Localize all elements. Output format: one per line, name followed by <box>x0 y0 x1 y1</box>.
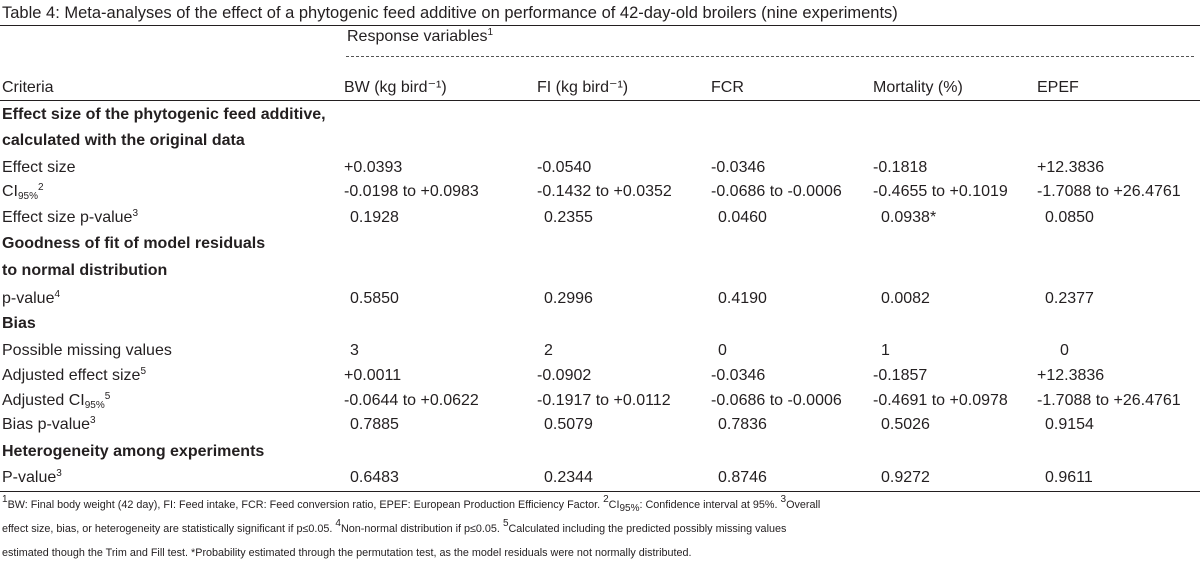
cell-epef: 0.9611 <box>1045 469 1093 486</box>
cell-fi: 0.2344 <box>544 469 593 486</box>
cell-mortality: 1 <box>881 342 890 359</box>
cell-fi: -0.0540 <box>537 159 592 176</box>
col-fi: FI (kg bird⁻¹) <box>537 79 629 96</box>
cell-bw: 0.7885 <box>350 416 399 433</box>
cell-fcr: 0.8746 <box>718 469 767 486</box>
cell-epef: 0.2377 <box>1045 290 1094 307</box>
footnote-line: effect size, bias, or heterogeneity are … <box>2 518 787 536</box>
section-label: calculated with the original data <box>2 132 245 149</box>
cell-fcr: 0.0460 <box>718 209 767 226</box>
table-row: Adjusted effect size5 +0.0011 -0.0902 -0… <box>0 365 1200 387</box>
table-row: Possible missing values 3 2 0 1 0 <box>0 340 1200 362</box>
section-goodness-of-fit: Goodness of fit of model residuals <box>0 233 1200 255</box>
cell-fcr: 0 <box>718 342 727 359</box>
section-label: Bias <box>2 315 36 332</box>
col-mortality: Mortality (%) <box>873 79 963 96</box>
table-row: P-value3 0.6483 0.2344 0.8746 0.9272 0.9… <box>0 467 1200 489</box>
cell-mortality: 0.5026 <box>881 416 930 433</box>
cell-mortality: -0.1818 <box>873 159 928 176</box>
cell-fi: -0.1432 to +0.0352 <box>537 183 672 200</box>
cell-fi: 2 <box>544 342 553 359</box>
section-goodness-of-fit-cont: to normal distribution <box>0 260 1200 282</box>
cell-bw: +0.0011 <box>344 367 402 384</box>
cell-mortality: -0.4691 to +0.0978 <box>873 392 1008 409</box>
row-label: Effect size <box>2 159 76 176</box>
section-effect-size: Effect size of the phytogenic feed addit… <box>0 104 1200 126</box>
cell-bw: 0.6483 <box>350 469 399 486</box>
col-epef: EPEF <box>1037 79 1079 96</box>
cell-fcr: 0.7836 <box>718 416 767 433</box>
cell-epef: +12.3836 <box>1037 367 1105 384</box>
cell-fi: -0.1917 to +0.0112 <box>537 392 671 409</box>
response-variables-heading: Response variables1 <box>347 27 494 46</box>
cell-fi: -0.0902 <box>537 367 592 384</box>
row-label: Possible missing values <box>2 342 172 359</box>
bottom-rule <box>0 491 1200 492</box>
header-rule <box>0 100 1200 101</box>
row-label: P-value3 <box>2 468 62 487</box>
cell-epef: 0.9154 <box>1045 416 1094 433</box>
row-label: Effect size p-value3 <box>2 208 138 227</box>
section-label: Heterogeneity among experiments <box>2 443 265 460</box>
cell-fcr: -0.0686 to -0.0006 <box>711 183 842 200</box>
table-footnotes: 1BW: Final body weight (42 day), FI: Fee… <box>2 493 1198 565</box>
cell-fcr: -0.0346 <box>711 159 766 176</box>
cell-bw: +0.0393 <box>344 159 403 176</box>
header-dashed-divider <box>346 56 1194 57</box>
table-title: Table 4: Meta-analyses of the effect of … <box>2 4 898 22</box>
row-label: Bias p-value3 <box>2 415 96 434</box>
cell-fcr: 0.4190 <box>718 290 767 307</box>
row-label: p-value4 <box>2 289 61 308</box>
cell-bw: -0.0198 to +0.0983 <box>344 183 479 200</box>
header-row: Criteria BW (kg bird⁻¹) FI (kg bird⁻¹) F… <box>0 77 1200 99</box>
section-label: Effect size of the phytogenic feed addit… <box>2 106 326 123</box>
table-row: p-value4 0.5850 0.2996 0.4190 0.0082 0.2… <box>0 288 1200 310</box>
section-label: Goodness of fit of model residuals <box>2 235 266 252</box>
cell-bw: 0.5850 <box>350 290 399 307</box>
cell-fi: 0.2996 <box>544 290 593 307</box>
section-bias: Bias <box>0 313 1200 335</box>
top-rule <box>0 25 1200 26</box>
cell-fcr: -0.0346 <box>711 367 766 384</box>
section-label: to normal distribution <box>2 262 168 279</box>
row-label: CI95%2 <box>2 182 44 202</box>
col-bw: BW (kg bird⁻¹) <box>344 79 447 96</box>
cell-epef: -1.7088 to +26.4761 <box>1037 183 1181 200</box>
cell-epef: 0.0850 <box>1045 209 1094 226</box>
cell-mortality: -0.4655 to +0.1019 <box>873 183 1008 200</box>
table-row: Effect size +0.0393 -0.0540 -0.0346 -0.1… <box>0 157 1200 179</box>
cell-bw: -0.0644 to +0.0622 <box>344 392 479 409</box>
cell-mortality: 0.0938* <box>881 209 937 226</box>
cell-mortality: 0.9272 <box>881 469 930 486</box>
table-row: Effect size p-value3 0.1928 0.2355 0.046… <box>0 207 1200 229</box>
cell-epef: -1.7088 to +26.4761 <box>1037 392 1181 409</box>
section-heterogeneity: Heterogeneity among experiments <box>0 441 1200 463</box>
row-label: Adjusted CI95%5 <box>2 391 111 411</box>
footnote-line: estimated though the Trim and Fill test.… <box>2 547 692 559</box>
cell-epef: 0 <box>1060 342 1069 359</box>
col-fcr: FCR <box>711 79 744 96</box>
row-label: Adjusted effect size5 <box>2 366 147 385</box>
cell-epef: +12.3836 <box>1037 159 1105 176</box>
cell-fi: 0.2355 <box>544 209 593 226</box>
cell-fi: 0.5079 <box>544 416 593 433</box>
table-row: Bias p-value3 0.7885 0.5079 0.7836 0.502… <box>0 414 1200 436</box>
table-row: CI95%2 -0.0198 to +0.0983 -0.1432 to +0.… <box>0 181 1200 203</box>
footnote-line: 1BW: Final body weight (42 day), FI: Fee… <box>2 494 821 514</box>
cell-fcr: -0.0686 to -0.0006 <box>711 392 842 409</box>
cell-mortality: 0.0082 <box>881 290 930 307</box>
cell-mortality: -0.1857 <box>873 367 928 384</box>
cell-bw: 3 <box>350 342 359 359</box>
section-effect-size-cont: calculated with the original data <box>0 130 1200 152</box>
cell-bw: 0.1928 <box>350 209 399 226</box>
col-criteria: Criteria <box>2 79 54 96</box>
table-row: Adjusted CI95%5 -0.0644 to +0.0622 -0.19… <box>0 390 1200 412</box>
